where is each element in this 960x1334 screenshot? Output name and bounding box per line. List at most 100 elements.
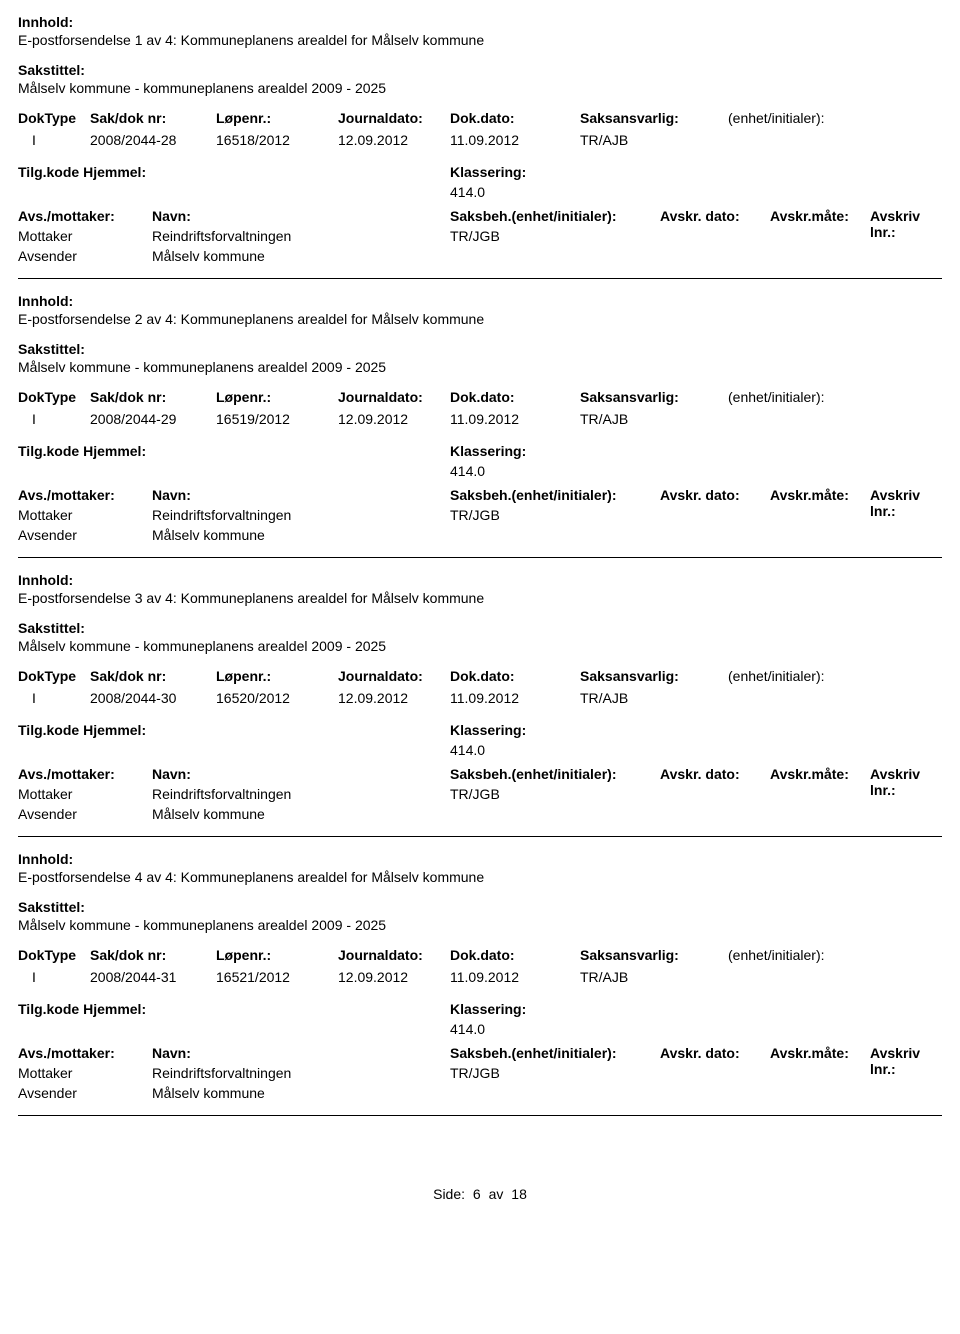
sakstittel-label: Sakstittel: (18, 899, 942, 915)
tilg-row: Tilg.kode Hjemmel: Klassering: (18, 1001, 942, 1021)
footer-total: 18 (511, 1186, 527, 1202)
avsender-row: Avsender Målselv kommune (18, 1085, 942, 1105)
saksbeh-label: Saksbeh.(enhet/initialer): (450, 487, 616, 503)
lopenr-value: 16520/2012 (216, 690, 290, 706)
lopenr-value: 16521/2012 (216, 969, 290, 985)
avs-mottaker-label: Avs./mottaker: (18, 1045, 115, 1061)
avsender-label: Avsender (18, 248, 77, 264)
avs-mottaker-label: Avs./mottaker: (18, 487, 115, 503)
lopenr-label: Løpenr.: (216, 668, 271, 684)
value-row: I 2008/2044-29 16519/2012 12.09.2012 11.… (18, 411, 942, 433)
dokdato-value: 11.09.2012 (450, 690, 519, 706)
saksbeh-label: Saksbeh.(enhet/initialer): (450, 766, 616, 782)
klass-val-row: 414.0 (18, 1021, 942, 1039)
sakdok-label: Sak/dok nr: (90, 110, 166, 126)
avskr-dato-label: Avskr. dato: (660, 766, 740, 782)
avskr-dato-label: Avskr. dato: (660, 487, 740, 503)
dokdato-value: 11.09.2012 (450, 969, 519, 985)
saksbeh-label: Saksbeh.(enhet/initialer): (450, 1045, 616, 1061)
tilg-row: Tilg.kode Hjemmel: Klassering: (18, 722, 942, 742)
sakstittel-label: Sakstittel: (18, 620, 942, 636)
record: Innhold: E-postforsendelse 4 av 4: Kommu… (18, 851, 942, 1105)
record-separator (18, 836, 942, 837)
klassering-value: 414.0 (450, 1021, 485, 1037)
sakdok-value: 2008/2044-28 (90, 132, 176, 148)
klassering-value: 414.0 (450, 184, 485, 200)
saksansvarlig-label: Saksansvarlig: (580, 947, 679, 963)
mottaker-label: Mottaker (18, 228, 72, 244)
avs-header-row: Avs./mottaker: Navn: Saksbeh.(enhet/init… (18, 487, 942, 507)
saksbeh-value: TR/JGB (450, 507, 500, 523)
sakdok-value: 2008/2044-29 (90, 411, 176, 427)
avskr-mate-label: Avskr.måte: (770, 208, 849, 224)
sakstittel-label: Sakstittel: (18, 62, 942, 78)
innhold-label: Innhold: (18, 293, 942, 309)
mottaker-navn: Reindriftsforvaltningen (152, 507, 291, 523)
avs-header-row: Avs./mottaker: Navn: Saksbeh.(enhet/init… (18, 1045, 942, 1065)
klass-val-row: 414.0 (18, 184, 942, 202)
saksansvarlig-label: Saksansvarlig: (580, 389, 679, 405)
saksansvarlig-value: TR/AJB (580, 411, 628, 427)
sakstittel-value: Målselv kommune - kommuneplanens arealde… (18, 80, 942, 96)
doktype-label: DokType (18, 668, 76, 684)
avsender-label: Avsender (18, 527, 77, 543)
doktype-value: I (32, 969, 36, 985)
journaldato-value: 12.09.2012 (338, 132, 408, 148)
record-separator (18, 1115, 942, 1116)
innhold-label: Innhold: (18, 572, 942, 588)
saksbeh-value: TR/JGB (450, 786, 500, 802)
avsender-navn: Målselv kommune (152, 806, 265, 822)
saksansvarlig-value: TR/AJB (580, 132, 628, 148)
avsender-row: Avsender Målselv kommune (18, 527, 942, 547)
sakdok-label: Sak/dok nr: (90, 389, 166, 405)
enhet-label: (enhet/initialer): (728, 110, 825, 126)
dokdato-label: Dok.dato: (450, 389, 515, 405)
doktype-label: DokType (18, 389, 76, 405)
avsender-label: Avsender (18, 1085, 77, 1101)
record: Innhold: E-postforsendelse 3 av 4: Kommu… (18, 572, 942, 826)
avsender-navn: Målselv kommune (152, 1085, 265, 1101)
enhet-label: (enhet/initialer): (728, 389, 825, 405)
header-row: DokType Sak/dok nr: Løpenr.: Journaldato… (18, 947, 942, 969)
avsender-row: Avsender Målselv kommune (18, 248, 942, 268)
sakdok-label: Sak/dok nr: (90, 947, 166, 963)
lopenr-label: Løpenr.: (216, 389, 271, 405)
avskr-mate-label: Avskr.måte: (770, 1045, 849, 1061)
mottaker-row: Mottaker Reindriftsforvaltningen TR/JGB (18, 507, 942, 527)
journaldato-value: 12.09.2012 (338, 690, 408, 706)
tilgkode-label: Tilg.kode Hjemmel: (18, 164, 146, 180)
journaldato-value: 12.09.2012 (338, 411, 408, 427)
journaldato-label: Journaldato: (338, 389, 423, 405)
journaldato-label: Journaldato: (338, 668, 423, 684)
value-row: I 2008/2044-31 16521/2012 12.09.2012 11.… (18, 969, 942, 991)
innhold-value: E-postforsendelse 1 av 4: Kommuneplanens… (18, 32, 942, 48)
dokdato-label: Dok.dato: (450, 110, 515, 126)
innhold-value: E-postforsendelse 2 av 4: Kommuneplanens… (18, 311, 942, 327)
mottaker-row: Mottaker Reindriftsforvaltningen TR/JGB (18, 228, 942, 248)
avskr-mate-label: Avskr.måte: (770, 766, 849, 782)
klassering-label: Klassering: (450, 722, 526, 738)
avs-header-row: Avs./mottaker: Navn: Saksbeh.(enhet/init… (18, 766, 942, 786)
enhet-label: (enhet/initialer): (728, 947, 825, 963)
mottaker-label: Mottaker (18, 1065, 72, 1081)
footer-av-label: av (489, 1186, 504, 1202)
lopenr-label: Løpenr.: (216, 110, 271, 126)
lopenr-label: Løpenr.: (216, 947, 271, 963)
saksbeh-label: Saksbeh.(enhet/initialer): (450, 208, 616, 224)
dokdato-value: 11.09.2012 (450, 132, 519, 148)
sakstittel-label: Sakstittel: (18, 341, 942, 357)
doktype-value: I (32, 411, 36, 427)
saksansvarlig-value: TR/AJB (580, 969, 628, 985)
dokdato-label: Dok.dato: (450, 668, 515, 684)
klass-val-row: 414.0 (18, 463, 942, 481)
avsender-row: Avsender Målselv kommune (18, 806, 942, 826)
navn-label: Navn: (152, 208, 191, 224)
klass-val-row: 414.0 (18, 742, 942, 760)
mottaker-navn: Reindriftsforvaltningen (152, 786, 291, 802)
dokdato-label: Dok.dato: (450, 947, 515, 963)
avs-mottaker-label: Avs./mottaker: (18, 766, 115, 782)
tilgkode-label: Tilg.kode Hjemmel: (18, 1001, 146, 1017)
tilgkode-label: Tilg.kode Hjemmel: (18, 443, 146, 459)
doktype-label: DokType (18, 110, 76, 126)
journaldato-label: Journaldato: (338, 947, 423, 963)
